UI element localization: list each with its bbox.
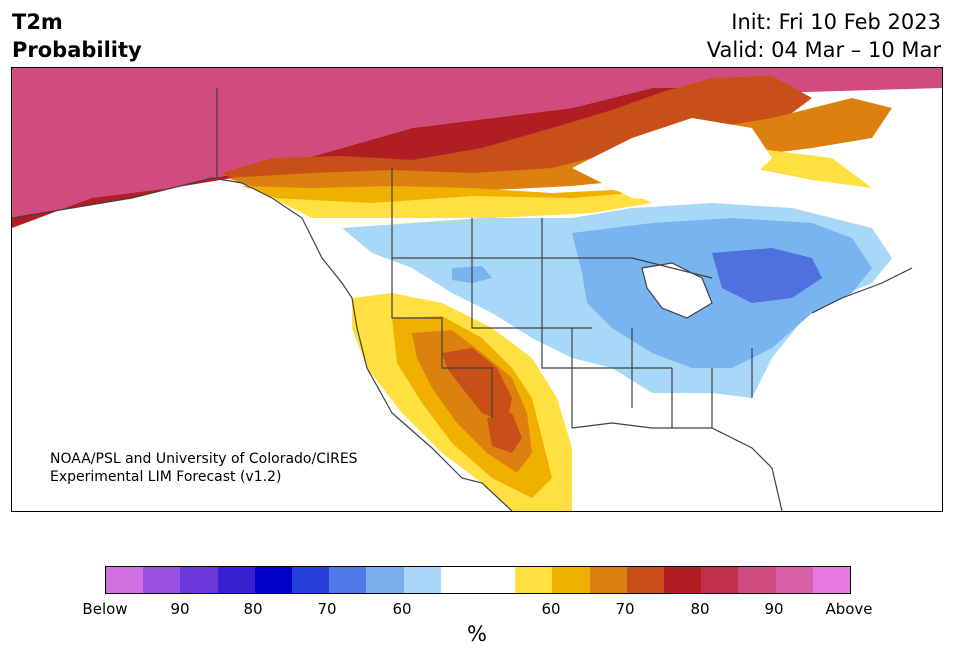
colorbar-segment [366, 567, 404, 593]
colorbar-tick-label: 90 [764, 600, 784, 618]
title-line-1: T2m [12, 10, 63, 34]
colorbar-tick-label: 70 [317, 600, 337, 618]
valid-date: Valid: 04 Mar – 10 Mar [706, 38, 941, 62]
southwest-warm-above-70b [487, 413, 522, 453]
pacific-ocean [12, 188, 352, 511]
credit-line-1: NOAA/PSL and University of Colorado/CIRE… [50, 451, 358, 467]
colorbar-tick-label: 60 [541, 600, 561, 618]
credit-line-2: Experimental LIM Forecast (v1.2) [50, 469, 282, 485]
init-date: Init: Fri 10 Feb 2023 [731, 10, 941, 34]
map-credit: NOAA/PSL and University of Colorado/CIRE… [50, 450, 358, 486]
forecast-map: NOAA/PSL and University of Colorado/CIRE… [11, 67, 943, 512]
southwest-warm-above-70 [442, 348, 512, 423]
colorbar-tick-label: 60 [392, 600, 412, 618]
colorbar-segment [217, 567, 255, 593]
gulf-of-mexico [572, 418, 792, 511]
warm-region-labrador [752, 148, 872, 188]
colorbar-segment [775, 567, 813, 593]
colorbar-segment [440, 567, 479, 593]
date-info: Init: Fri 10 Feb 2023 Valid: 04 Mar – 10… [707, 8, 941, 64]
colorbar-segment [812, 567, 851, 593]
colorbar-segment [738, 567, 776, 593]
colorbar-tick-label: Above [825, 600, 873, 618]
colorbar-segment [589, 567, 627, 593]
colorbar-unit: % [467, 622, 487, 646]
map-svg [12, 68, 942, 511]
colorbar-segment [552, 567, 590, 593]
colorbar-segment [626, 567, 665, 593]
colorbar-segment [515, 567, 553, 593]
colorbar-tick-label: 80 [690, 600, 710, 618]
warm-region-above-90 [12, 68, 942, 218]
colorbar-segment [143, 567, 181, 593]
title-line-2: Probability [12, 38, 142, 62]
colorbar-segment [329, 567, 367, 593]
colorbar-tick-label: Below [82, 600, 128, 618]
colorbar-tick-label: 70 [615, 600, 635, 618]
chart-title: T2m Probability [12, 8, 142, 64]
colorbar-segment [106, 567, 144, 593]
colorbar-segment [664, 567, 702, 593]
hudson-bay [572, 118, 772, 203]
colorbar-segment [701, 567, 739, 593]
colorbar-segment [254, 567, 293, 593]
colorbar-tick-label: 80 [243, 600, 263, 618]
cold-region-above-70 [712, 248, 822, 303]
colorbar-tick-label: 90 [170, 600, 190, 618]
colorbar-segment [180, 567, 218, 593]
warm-region-above-50 [272, 193, 652, 218]
atlantic-ocean [782, 268, 942, 511]
borders [12, 88, 913, 511]
gulf-of-california [392, 418, 462, 483]
colorbar-segment [403, 567, 441, 593]
colorbar-segment [292, 567, 330, 593]
colorbar-segment [478, 567, 516, 593]
colorbar [105, 566, 851, 594]
